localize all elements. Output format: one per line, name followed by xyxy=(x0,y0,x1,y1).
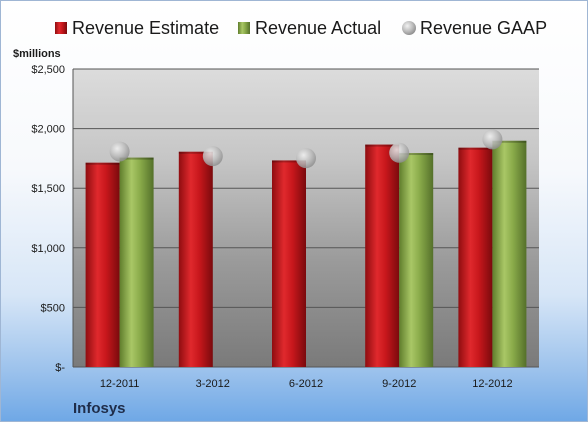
gaap-markers xyxy=(109,129,503,169)
y-tick-label: $1,000 xyxy=(31,243,65,255)
legend-label: Revenue GAAP xyxy=(420,18,547,38)
estimate-bar xyxy=(272,160,306,367)
estimate-bar xyxy=(458,147,493,367)
x-axis-ticks: 12-2011 3-2012 6-2012 9-2012 12-2012 xyxy=(100,378,513,390)
y-tick-label: $1,500 xyxy=(31,183,65,195)
x-tick-label: 12-2011 xyxy=(100,378,140,390)
y-unit-label: $millions xyxy=(13,48,61,60)
estimate-bar-top xyxy=(458,147,493,150)
bars xyxy=(85,140,527,367)
x-tick-label: 3-2012 xyxy=(196,378,230,390)
estimate-bar-top xyxy=(85,162,120,165)
gaap-marker xyxy=(296,148,316,169)
estimate-bar xyxy=(365,144,400,367)
y-axis-ticks: $- $500 $1,000 $1,500 $2,000 $2,500 xyxy=(31,64,65,374)
estimate-bar xyxy=(85,162,120,367)
estimate-bar xyxy=(178,151,213,367)
actual-bar xyxy=(399,153,434,367)
actual-bar-top xyxy=(399,153,434,156)
gaap-marker xyxy=(389,142,410,163)
x-tick-label: 12-2012 xyxy=(472,378,512,390)
legend-swatch xyxy=(238,22,250,34)
y-tick-label: $2,000 xyxy=(31,124,65,136)
y-tick-label: $500 xyxy=(41,302,65,314)
actual-bar xyxy=(119,157,154,367)
legend-swatch xyxy=(55,22,67,34)
actual-bar-top xyxy=(492,140,527,143)
estimate-bar-top xyxy=(178,151,213,154)
actual-bar-top xyxy=(119,157,154,160)
actual-bar xyxy=(492,140,527,367)
y-tick-label: $2,500 xyxy=(31,64,65,76)
legend-swatch xyxy=(402,21,416,35)
x-tick-label: 9-2012 xyxy=(382,378,416,390)
gaap-marker xyxy=(109,141,130,162)
legend: Revenue Estimate Revenue Actual Revenue GA… xyxy=(55,18,547,38)
gaap-marker xyxy=(202,146,223,167)
y-tick-label: $- xyxy=(55,362,65,374)
estimate-bar-top xyxy=(365,144,400,147)
legend-label: Revenue Estimate xyxy=(72,18,219,38)
gaap-marker xyxy=(482,129,503,150)
legend-label: Revenue Actual xyxy=(255,18,381,38)
estimate-bar-top xyxy=(272,160,306,163)
company-label: Infosys xyxy=(73,400,126,417)
x-tick-label: 6-2012 xyxy=(289,378,323,390)
